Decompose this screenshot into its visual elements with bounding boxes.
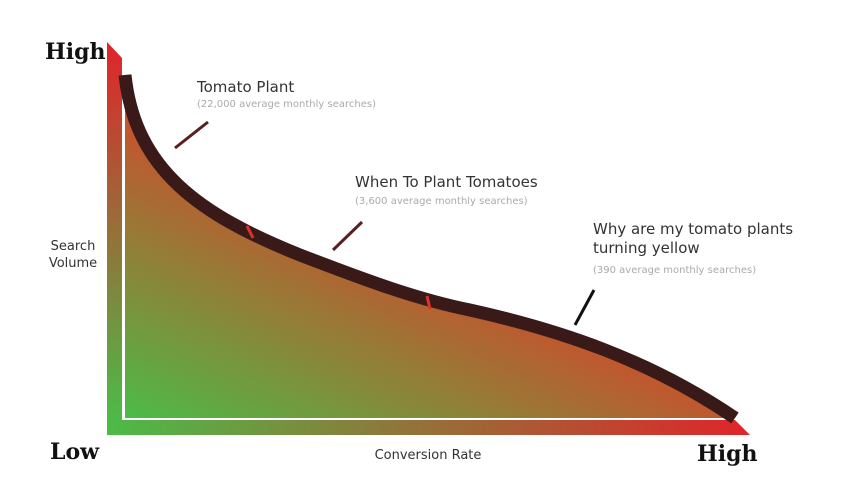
pointer (331, 220, 364, 252)
annotation-title: When To Plant Tomatoes (355, 173, 538, 191)
x-high: High (697, 441, 758, 467)
pointer (174, 120, 209, 150)
pointer (573, 289, 596, 326)
annotation-title: turning yellow (593, 239, 700, 257)
x-title: Conversion Rate (375, 448, 482, 463)
y-title: Search (51, 239, 96, 254)
y-title: Volume (49, 256, 97, 271)
x-low: Low (50, 439, 100, 465)
curve-break (425, 295, 432, 310)
annotation-note: (3,600 average monthly searches) (355, 196, 528, 207)
annotation-note: (390 average monthly searches) (593, 265, 756, 276)
curve-break (245, 225, 255, 239)
y-high: High (45, 39, 106, 65)
y-axis-bar (107, 42, 122, 420)
x-axis-bar (107, 420, 750, 435)
curve (118, 74, 739, 424)
area (125, 75, 735, 418)
annotation-title: Why are my tomato plants (593, 220, 793, 238)
annotation-title: Tomato Plant (196, 78, 294, 96)
annotation-note: (22,000 average monthly searches) (197, 99, 376, 110)
